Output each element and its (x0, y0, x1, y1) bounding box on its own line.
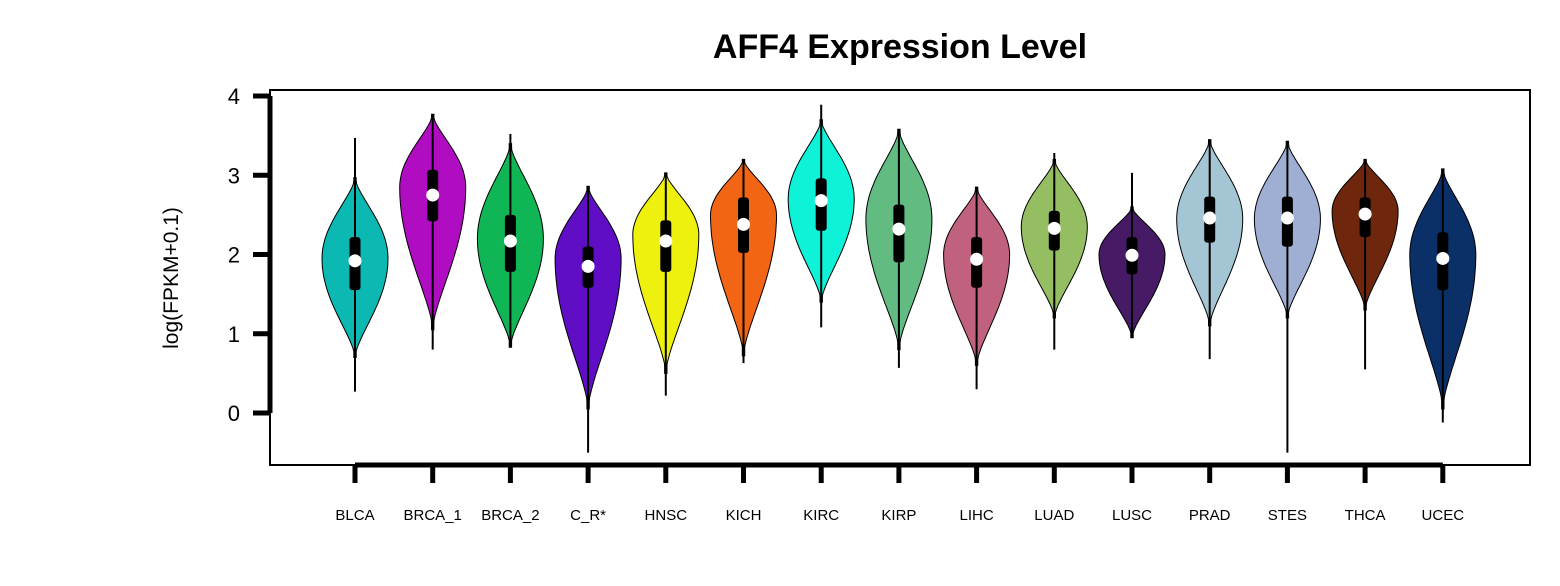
violin-thca (1331, 158, 1399, 370)
y-axis-label: log(FPKM+0.1) (160, 207, 183, 349)
violin-hnsc (632, 172, 700, 396)
x-tick-label: C_R* (570, 507, 606, 524)
x-tick-label: BLCA (335, 507, 374, 524)
violin-median-point (892, 222, 906, 236)
violin-median-point (426, 188, 440, 202)
x-tick-label: BRCA_1 (404, 507, 462, 524)
violin-median-point (1125, 248, 1139, 262)
x-tick-label: HNSC (645, 507, 688, 524)
x-tick-label: BRCA_2 (481, 507, 539, 524)
violin-blca (321, 138, 389, 392)
violin-brca-1 (399, 113, 467, 350)
chart-title: AFF4 Expression Level (713, 28, 1087, 66)
violin-median-point (1358, 207, 1372, 221)
violin-kirc (787, 104, 855, 328)
violin-prad (1176, 139, 1244, 360)
violin-stes (1253, 140, 1321, 453)
y-tick-label: 2 (228, 243, 240, 268)
x-axis: BLCA BRCA_1 BRCA_2 C_R* HNSC KICH KIRC KIRP LIHC… (335, 462, 1465, 524)
violin-median-point (1203, 211, 1217, 225)
y-tick-label: 1 (228, 322, 240, 347)
violin-median-point (814, 194, 828, 208)
violin-luad (1020, 153, 1088, 350)
x-tick-label: THCA (1345, 507, 1386, 524)
x-tick-label: LIHC (960, 507, 994, 524)
violin-median-point (1280, 211, 1294, 225)
violin-brca-2 (476, 134, 544, 348)
y-tick-label: 4 (228, 84, 240, 109)
violin-lusc (1098, 172, 1166, 339)
violin-median-point (659, 234, 673, 248)
violin-median-point (348, 254, 362, 268)
violin-ucec (1409, 168, 1477, 423)
x-tick-label: UCEC (1422, 507, 1465, 524)
x-tick-label: LUAD (1034, 507, 1074, 524)
violin-median-point (970, 252, 984, 266)
violin-kich (710, 158, 777, 364)
y-tick-label: 3 (228, 163, 240, 188)
violin-lihc (943, 186, 1011, 390)
violin-median-point (503, 234, 517, 248)
y-tick-label: 0 (228, 401, 240, 426)
violin-c-r- (554, 185, 622, 453)
violins-group (321, 104, 1477, 453)
x-tick-label: KIRC (803, 507, 839, 524)
x-tick-label: KICH (726, 507, 762, 524)
violin-kirp (865, 128, 933, 368)
violin-median-point (737, 217, 750, 231)
x-tick-label: PRAD (1189, 507, 1231, 524)
x-tick-label: LUSC (1112, 507, 1152, 524)
violin-median-point (1047, 221, 1061, 235)
x-tick-label: KIRP (881, 507, 916, 524)
violin-median-point (581, 259, 595, 273)
x-tick-label: STES (1268, 507, 1307, 524)
y-axis: 0 1 2 3 4 (228, 84, 273, 426)
violin-median-point (1436, 251, 1450, 265)
